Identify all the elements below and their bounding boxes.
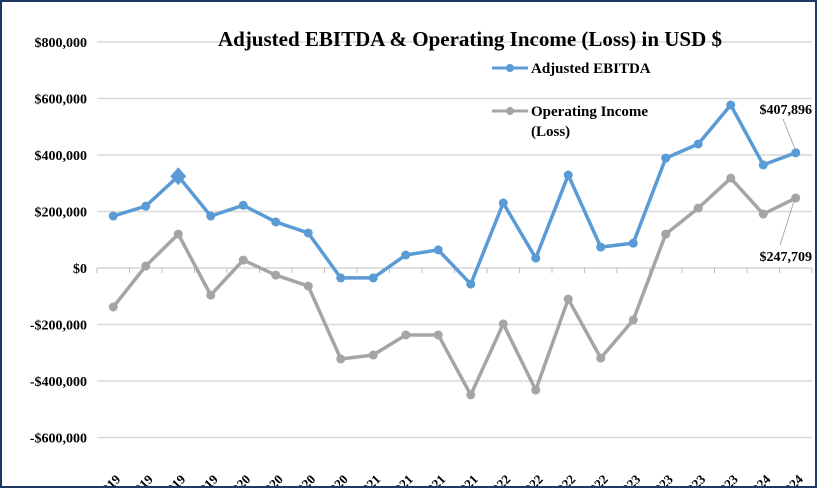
opincome-callout-line — [779, 197, 796, 246]
x-tick-label: 1Q21 — [352, 472, 384, 488]
y-tick-label: -$400,000 — [30, 375, 87, 390]
y-tick-label: $0 — [73, 262, 87, 277]
legend: Adjusted EBITDA Operating Income (Loss) — [492, 61, 651, 140]
data-point — [596, 242, 606, 252]
data-point — [693, 203, 703, 213]
data-point — [466, 390, 476, 400]
data-point — [693, 139, 703, 149]
data-point — [563, 170, 573, 180]
data-point — [531, 253, 541, 263]
x-tick-label: 2Q21 — [384, 472, 416, 488]
x-tick-label: 4Q23 — [709, 471, 741, 488]
data-point — [141, 261, 151, 271]
data-point — [303, 228, 313, 238]
data-point — [433, 245, 443, 255]
x-tick-label: 2Q19 — [124, 471, 156, 488]
data-point — [433, 330, 443, 340]
data-point — [401, 330, 411, 340]
data-point — [758, 209, 768, 219]
x-tick-label: 3Q20 — [287, 472, 319, 488]
data-point — [661, 229, 671, 239]
series-line — [112, 103, 797, 286]
y-tick-label: -$600,000 — [30, 432, 87, 447]
x-tick-label: 4Q21 — [449, 472, 481, 488]
x-tick-label: 2Q23 — [644, 471, 676, 488]
data-point — [108, 211, 118, 221]
y-tick-label: $400,000 — [35, 149, 88, 164]
data-point — [596, 353, 606, 363]
data-point — [628, 238, 638, 248]
legend-opincome-marker — [506, 107, 514, 115]
data-point — [498, 319, 508, 329]
y-tick-label: $800,000 — [35, 36, 88, 51]
x-tick-label: 4Q20 — [319, 472, 351, 488]
x-tick-label: 1Q23 — [612, 471, 644, 488]
data-point — [401, 250, 411, 260]
data-point — [466, 279, 476, 289]
data-point — [206, 290, 216, 300]
data-point — [206, 211, 216, 221]
data-point — [758, 160, 768, 170]
data-point — [726, 173, 736, 183]
x-tick-label: 3Q21 — [417, 472, 449, 488]
legend-ebitda-marker — [506, 64, 514, 72]
data-point — [531, 385, 541, 395]
data-point — [628, 315, 638, 325]
data-point — [726, 100, 736, 110]
x-tick-label: 1Q20 — [222, 472, 254, 488]
x-tick-label: 1Q19 — [92, 471, 124, 488]
data-point — [336, 354, 346, 364]
x-tick-label: 3Q19 — [157, 471, 189, 488]
data-point — [238, 255, 248, 265]
data-point — [368, 350, 378, 360]
data-point — [368, 273, 378, 283]
data-point — [498, 198, 508, 208]
x-tick-label: 1Q22 — [482, 472, 514, 488]
data-point — [108, 302, 118, 312]
y-tick-label: -$200,000 — [30, 319, 87, 334]
x-tick-label: 3Q23 — [677, 471, 709, 488]
data-point — [661, 153, 671, 163]
x-tick-label: 3Q22 — [547, 472, 579, 488]
legend-opincome-label: Operating Income — [531, 104, 648, 120]
data-point — [271, 217, 281, 227]
x-tick-label: 4Q22 — [579, 472, 611, 488]
legend-ebitda-label: Adjusted EBITDA — [531, 61, 651, 77]
y-tick-label: $600,000 — [35, 93, 88, 108]
y-tick-label: $200,000 — [35, 206, 88, 221]
data-point — [336, 273, 346, 283]
data-point — [303, 281, 313, 291]
opincome-last-label: $247,709 — [760, 250, 813, 265]
x-tick-label: 2Q20 — [254, 472, 286, 488]
data-point — [791, 148, 801, 158]
data-point-highlight — [170, 167, 187, 186]
legend-opincome-label-2: (Loss) — [531, 124, 570, 140]
chart-title: Adjusted EBITDA & Operating Income (Loss… — [218, 27, 722, 51]
data-point — [271, 270, 281, 280]
data-point — [238, 200, 248, 210]
data-point — [173, 229, 183, 239]
ebitda-last-label: $407,896 — [760, 103, 813, 118]
data-point — [791, 193, 801, 203]
x-tick-label: 4Q19 — [189, 471, 221, 488]
data-point — [141, 201, 151, 211]
x-tick-label: 2Q22 — [514, 472, 546, 488]
x-tick-label: 2Q24 — [774, 471, 806, 488]
series-line — [111, 176, 797, 397]
ebitda-callout-line — [782, 118, 796, 150]
data-point — [563, 294, 573, 304]
x-tick-label: 1Q24 — [742, 471, 774, 488]
